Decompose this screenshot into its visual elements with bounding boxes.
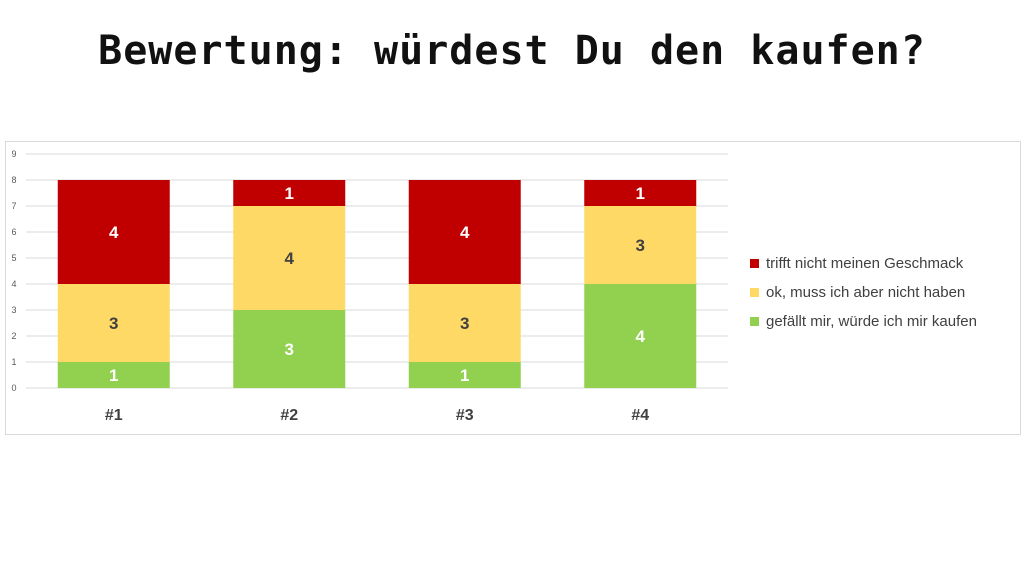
chart-legend: trifft nicht meinen Geschmack ok, muss ic…: [750, 249, 977, 336]
y-tick-label: 1: [11, 357, 16, 367]
slide-title: Bewertung: würdest Du den kaufen?: [98, 28, 926, 74]
y-tick-label: 6: [11, 227, 16, 237]
y-tick-label: 3: [11, 305, 16, 315]
bar-segment: [57, 180, 170, 284]
data-label: 1: [460, 366, 469, 385]
legend-label: trifft nicht meinen Geschmack: [766, 255, 964, 272]
bar-segment: [584, 206, 697, 284]
data-label: 4: [109, 223, 119, 242]
data-label: 3: [460, 314, 469, 333]
x-tick-label: #1: [105, 407, 123, 424]
y-tick-label: 2: [11, 331, 16, 341]
bar-segment: [584, 284, 697, 388]
legend-label: ok, muss ich aber nicht haben: [766, 284, 966, 301]
bar-segment: [57, 362, 170, 388]
legend-item: trifft nicht meinen Geschmack: [750, 249, 977, 278]
bar-segment: [57, 284, 170, 362]
data-label: 1: [285, 184, 294, 203]
y-tick-label: 8: [11, 175, 16, 185]
data-label: 4: [285, 249, 295, 268]
data-label: 1: [636, 184, 645, 203]
data-label: 1: [109, 366, 118, 385]
y-tick-label: 4: [11, 279, 16, 289]
x-tick-label: #4: [631, 407, 649, 424]
data-label: 3: [636, 236, 645, 255]
legend-label: gefällt mir, würde ich mir kaufen: [766, 313, 977, 330]
data-label: 4: [460, 223, 470, 242]
stacked-bar-chart: 0 1 2 3 4 5 6 7 8 9 1 3 4 #1 3 4 1 #2 1 3 4 #3 4 3 1 #4: [11, 149, 728, 424]
bar-segment: [408, 362, 521, 388]
x-tick-label: #3: [456, 407, 474, 424]
bar-segment: [408, 180, 521, 284]
y-tick-label: 5: [11, 253, 16, 263]
y-tick-label: 7: [11, 201, 16, 211]
legend-item: ok, muss ich aber nicht haben: [750, 278, 977, 307]
bar-segment: [408, 284, 521, 362]
bar-segment: [584, 180, 697, 206]
data-label: 4: [636, 327, 646, 346]
data-label: 3: [285, 340, 294, 359]
legend-swatch: [750, 288, 759, 297]
legend-item: gefällt mir, würde ich mir kaufen: [750, 307, 977, 336]
bar-segment: [233, 180, 346, 206]
bar-segment: [233, 310, 346, 388]
x-tick-label: #2: [280, 407, 298, 424]
y-tick-label: 9: [11, 149, 16, 159]
y-tick-label: 0: [11, 383, 16, 393]
legend-swatch: [750, 317, 759, 326]
data-label: 3: [109, 314, 118, 333]
chart-area: 0 1 2 3 4 5 6 7 8 9 1 3 4 #1 3 4 1 #2 1 3 4 #3 4 3 1 #4 trifft ni…: [5, 141, 1021, 435]
bar-segment: [233, 206, 346, 310]
legend-swatch: [750, 259, 759, 268]
